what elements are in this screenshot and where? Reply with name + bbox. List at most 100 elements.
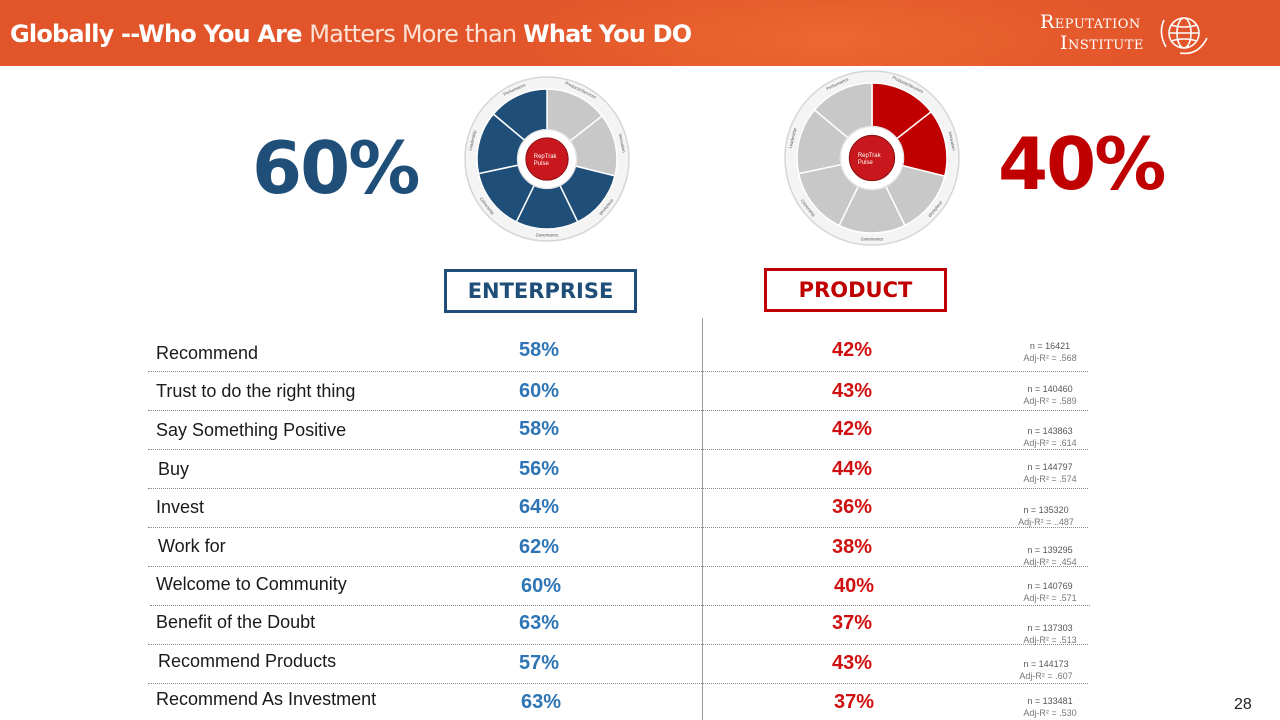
wheel-center-text-1: RepTrak bbox=[858, 153, 882, 159]
adj-r2: Adj-R² = .614 bbox=[1023, 438, 1077, 448]
enterprise-value: 60% bbox=[521, 575, 562, 597]
reptrak-pulse-core bbox=[849, 135, 895, 181]
row-separator bbox=[148, 449, 1088, 450]
table-column-divider bbox=[702, 318, 703, 720]
sample-size: n = 135320 bbox=[1023, 505, 1069, 515]
reputation-institute-logo: Reputation Institute bbox=[1040, 12, 1220, 58]
table-row: Say Something Positive 58% 42% n = 14386… bbox=[0, 411, 1280, 450]
table-row: Recommend Products 57% 43% n = 144173 Adj… bbox=[0, 645, 1280, 684]
adj-r2: Adj-R² = .568 bbox=[1023, 353, 1077, 363]
wheel-segment-label: Governance bbox=[536, 233, 559, 238]
reptrak-pulse-core-edge bbox=[525, 137, 569, 181]
title-part-3: What You DO bbox=[523, 20, 692, 48]
product-value: 43% bbox=[832, 380, 873, 402]
row-label: Welcome to Community bbox=[156, 574, 347, 594]
row-label: Work for bbox=[158, 536, 226, 556]
globe-icon bbox=[1160, 17, 1208, 55]
adj-r2: Adj-R² = .513 bbox=[1023, 635, 1077, 645]
adj-r2: Adj-R² = .454 bbox=[1023, 557, 1077, 567]
row-stats: n = 137303 Adj-R² = .513 bbox=[1010, 622, 1090, 646]
enterprise-value: 56% bbox=[519, 458, 560, 480]
row-label: Invest bbox=[156, 497, 205, 517]
wheel-segment-label: Leadership bbox=[788, 127, 798, 149]
product-value: 36% bbox=[832, 496, 873, 518]
enterprise-reptrak-wheel: Products/ServicesInnovationWorkplaceGove… bbox=[464, 76, 630, 242]
enterprise-value: 62% bbox=[519, 536, 560, 558]
row-label: Recommend As Investment bbox=[156, 689, 377, 709]
row-stats: n = 16421 Adj-R² = .568 bbox=[1010, 340, 1090, 364]
product-value: 37% bbox=[834, 691, 875, 713]
header-pattern bbox=[0, 0, 1280, 66]
table-row: Welcome to Community 60% 40% n = 140769 A… bbox=[0, 567, 1280, 606]
adj-r2: Adj-R² = .589 bbox=[1023, 396, 1077, 406]
wheel-center-text-1: RepTrak bbox=[534, 154, 558, 160]
reptrak-pulse-core-edge bbox=[848, 134, 896, 182]
product-value: 43% bbox=[832, 652, 873, 674]
table-row: Invest 64% 36% n = 135320 Adj-R² = ..487 bbox=[0, 489, 1280, 528]
enterprise-value: 64% bbox=[519, 496, 560, 518]
row-separator bbox=[148, 527, 1088, 528]
reptrak-pulse-core bbox=[525, 137, 569, 181]
table-row: Work for 62% 38% n = 139295 Adj-R² = .454 bbox=[0, 528, 1280, 567]
enterprise-value: 63% bbox=[519, 612, 560, 634]
wheel-segment-label: Governance bbox=[861, 237, 884, 242]
table-row: Trust to do the right thing 60% 43% n = … bbox=[0, 372, 1280, 411]
row-stats: n = 144797 Adj-R² = .574 bbox=[1010, 461, 1090, 485]
enterprise-value: 58% bbox=[519, 339, 560, 361]
row-label: Say Something Positive bbox=[156, 420, 347, 440]
row-separator bbox=[148, 488, 1088, 489]
row-stats: n = 140769 Adj-R² = .571 bbox=[1010, 580, 1090, 604]
sample-size: n = 133481 bbox=[1027, 696, 1073, 706]
product-value: 42% bbox=[832, 418, 873, 440]
product-value: 38% bbox=[832, 536, 873, 558]
title-part-2: Matters More than bbox=[309, 20, 524, 48]
row-stats: n = 143863 Adj-R² = .614 bbox=[1010, 425, 1090, 449]
enterprise-label-box: ENTERPRISE bbox=[444, 269, 637, 313]
product-value: 37% bbox=[832, 612, 873, 634]
row-separator bbox=[150, 605, 1090, 606]
wheel-center-text-2: Pulse bbox=[858, 160, 874, 166]
row-label: Benefit of the Doubt bbox=[156, 612, 316, 632]
sample-size: n = 144173 bbox=[1023, 659, 1069, 669]
logo-line-1: Reputation bbox=[1040, 11, 1141, 33]
logo-line-2: Institute bbox=[1060, 32, 1144, 54]
product-reptrak-wheel: Products/ServicesInnovationWorkplaceGove… bbox=[784, 70, 960, 246]
product-value: 44% bbox=[832, 458, 873, 480]
row-separator bbox=[148, 566, 1088, 567]
enterprise-value: 58% bbox=[519, 418, 560, 440]
sample-size: n = 16421 bbox=[1029, 341, 1071, 351]
wheel-segment-label: Innovation bbox=[948, 131, 957, 152]
row-stats: n = 135320 Adj-R² = ..487 bbox=[1006, 504, 1086, 528]
row-separator bbox=[148, 644, 1088, 645]
row-stats: n = 139295 Adj-R² = .454 bbox=[1010, 544, 1090, 568]
row-label: Buy bbox=[158, 459, 190, 479]
header-bar: Globally --Who You Are Matters More than… bbox=[0, 0, 1280, 66]
row-separator bbox=[148, 683, 1088, 684]
sample-size: n = 144797 bbox=[1027, 462, 1073, 472]
sample-size: n = 139295 bbox=[1027, 545, 1073, 555]
wheel-segment-label: Innovation bbox=[618, 133, 627, 154]
enterprise-value: 57% bbox=[519, 652, 560, 674]
table-row: Recommend 58% 42% n = 16421 Adj-R² = .568 bbox=[0, 333, 1280, 372]
sample-size: n = 140769 bbox=[1027, 581, 1073, 591]
row-separator bbox=[148, 371, 1088, 372]
row-stats: n = 140460 Adj-R² = .589 bbox=[1010, 383, 1090, 407]
row-label: Recommend Products bbox=[158, 651, 337, 671]
product-big-percent: 40% bbox=[998, 122, 1166, 206]
product-value: 42% bbox=[832, 339, 873, 361]
enterprise-value: 63% bbox=[521, 691, 562, 713]
row-stats: n = 144173 Adj-R² = .607 bbox=[1006, 658, 1086, 682]
row-stats: n = 133481 Adj-R² = .530 bbox=[1010, 695, 1090, 719]
wheel-center-text-2: Pulse bbox=[534, 161, 550, 167]
wheel-segment-label: Leadership bbox=[467, 129, 477, 151]
adj-r2: Adj-R² = .607 bbox=[1019, 671, 1073, 681]
page-number: 28 bbox=[1234, 696, 1252, 713]
enterprise-value: 60% bbox=[519, 380, 560, 402]
sample-size: n = 137303 bbox=[1027, 623, 1073, 633]
adj-r2: Adj-R² = .574 bbox=[1023, 474, 1077, 484]
header-glow bbox=[480, 0, 1180, 66]
enterprise-big-percent: 60% bbox=[252, 126, 420, 210]
table-row: Recommend As Investment 63% 37% n = 1334… bbox=[0, 684, 1280, 720]
title-part-1: Globally --Who You Are bbox=[10, 20, 310, 48]
table-row: Benefit of the Doubt 63% 37% n = 137303 A… bbox=[0, 606, 1280, 645]
